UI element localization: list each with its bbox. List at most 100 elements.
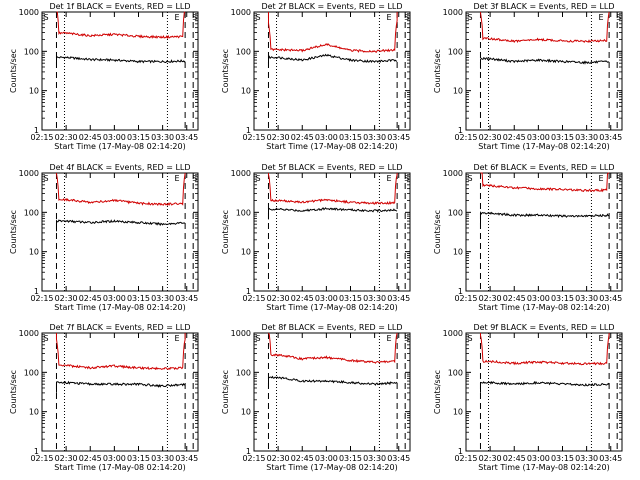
series-events-line bbox=[268, 207, 398, 220]
y-axis-label: Counts/sec bbox=[433, 370, 442, 414]
x-axis-label: Start Time (17-May-08 02:14:20) bbox=[478, 142, 609, 151]
x-tick-label: 02:15 bbox=[454, 294, 477, 303]
y-tick-label: 1 bbox=[246, 126, 251, 135]
x-axis-label: Start Time (17-May-08 02:14:20) bbox=[54, 303, 185, 312]
y-tick-label: 1000 bbox=[19, 8, 39, 17]
marker-s-end: S bbox=[192, 13, 197, 22]
y-tick-label: 10 bbox=[241, 87, 251, 96]
y-tick-label: 10 bbox=[453, 87, 463, 96]
detector-panel-9: Det 9f BLACK = Events, RED = LLD 1 10 100 10… bbox=[433, 323, 623, 472]
x-tick-label: 02:45 bbox=[79, 454, 102, 463]
marker-e: E bbox=[387, 13, 392, 22]
x-tick-label: 03:45 bbox=[175, 454, 198, 463]
y-tick-label: 1000 bbox=[443, 8, 463, 17]
y-tick-label: 1 bbox=[458, 447, 463, 456]
series-lld-line bbox=[56, 173, 186, 207]
y-tick-label: 1 bbox=[246, 447, 251, 456]
x-axis-label: Start Time (17-May-08 02:14:20) bbox=[54, 463, 185, 472]
marker-s-end: S bbox=[616, 334, 621, 343]
series-events-line bbox=[56, 56, 186, 68]
detector-panel-3: Det 3f BLACK = Events, RED = LLD 1 10 100 10… bbox=[433, 2, 623, 151]
x-tick-label: 02:45 bbox=[291, 454, 314, 463]
marker-s-start: S bbox=[255, 174, 260, 183]
series-lld-line bbox=[480, 11, 610, 44]
marker-s-start: S bbox=[255, 13, 260, 22]
x-tick-label: 03:30 bbox=[575, 294, 598, 303]
marker-e: E bbox=[175, 334, 180, 343]
x-tick-label: 03:00 bbox=[103, 294, 126, 303]
x-tick-label: 02:45 bbox=[291, 133, 314, 142]
x-tick-label: 03:00 bbox=[315, 294, 338, 303]
y-axis-label: Counts/sec bbox=[221, 49, 230, 93]
y-tick-label: 1 bbox=[34, 447, 39, 456]
series-events-line bbox=[268, 375, 398, 388]
x-tick-label: 02:15 bbox=[30, 454, 53, 463]
detector-panel-8: Det 8f BLACK = Events, RED = LLD 1 10 100 10… bbox=[221, 323, 411, 472]
x-tick-label: 03:30 bbox=[151, 133, 174, 142]
x-tick-label: 03:45 bbox=[599, 133, 622, 142]
x-axis-label: Start Time (17-May-08 02:14:20) bbox=[266, 142, 397, 151]
x-tick-label: 03:15 bbox=[127, 133, 150, 142]
panel-title: Det 9f BLACK = Events, RED = LLD bbox=[473, 323, 614, 332]
y-tick-label: 1000 bbox=[443, 329, 463, 338]
panel-title: Det 1f BLACK = Events, RED = LLD bbox=[49, 2, 190, 11]
y-tick-label: 1 bbox=[34, 287, 39, 296]
x-tick-label: 03:45 bbox=[387, 294, 410, 303]
y-tick-label: 100 bbox=[236, 368, 251, 377]
plot-frame bbox=[41, 172, 199, 292]
series-events-line bbox=[480, 211, 610, 224]
x-tick-label: 03:15 bbox=[339, 294, 362, 303]
x-tick-label: 02:15 bbox=[242, 133, 265, 142]
marker-s-end: S bbox=[192, 174, 197, 183]
y-tick-label: 10 bbox=[241, 408, 251, 417]
plot-frame bbox=[253, 172, 411, 292]
marker-s-end: S bbox=[616, 13, 621, 22]
plot-frame bbox=[465, 172, 623, 292]
plot-frame bbox=[465, 332, 623, 452]
x-tick-label: 03:00 bbox=[527, 294, 550, 303]
x-tick-label: 02:30 bbox=[55, 133, 78, 142]
x-tick-label: 02:30 bbox=[267, 294, 290, 303]
series-events-line bbox=[268, 53, 398, 68]
series-events-line bbox=[56, 219, 186, 232]
detector-panel-6: Det 6f BLACK = Events, RED = LLD 1 10 100 10… bbox=[433, 163, 623, 312]
y-tick-label: 1 bbox=[34, 126, 39, 135]
series-lld-line bbox=[268, 332, 398, 364]
x-tick-label: 03:15 bbox=[551, 294, 574, 303]
panel-title: Det 7f BLACK = Events, RED = LLD bbox=[49, 323, 190, 332]
y-tick-label: 100 bbox=[24, 208, 39, 217]
x-axis-label: Start Time (17-May-08 02:14:20) bbox=[266, 463, 397, 472]
y-tick-label: 10 bbox=[453, 408, 463, 417]
y-tick-label: 100 bbox=[236, 47, 251, 56]
x-tick-label: 02:30 bbox=[55, 454, 78, 463]
marker-e: E bbox=[599, 13, 604, 22]
series-lld-line bbox=[268, 173, 398, 205]
y-axis-label: Counts/sec bbox=[221, 210, 230, 254]
series-events-line bbox=[480, 380, 610, 393]
x-tick-label: 03:00 bbox=[527, 133, 550, 142]
x-tick-label: 02:15 bbox=[454, 133, 477, 142]
plot-frame bbox=[41, 11, 199, 131]
y-tick-label: 1000 bbox=[19, 169, 39, 178]
x-tick-label: 03:30 bbox=[151, 454, 174, 463]
x-tick-label: 02:45 bbox=[503, 133, 526, 142]
y-tick-label: 1000 bbox=[231, 169, 251, 178]
y-tick-label: 1000 bbox=[231, 329, 251, 338]
detector-panel-7: Det 7f BLACK = Events, RED = LLD 1 10 100 10… bbox=[9, 323, 199, 472]
x-tick-label: 02:15 bbox=[454, 454, 477, 463]
x-tick-label: 03:45 bbox=[175, 294, 198, 303]
marker-e: E bbox=[599, 174, 604, 183]
x-tick-label: 02:30 bbox=[479, 294, 502, 303]
y-tick-label: 100 bbox=[24, 368, 39, 377]
series-events-line bbox=[480, 57, 610, 69]
y-tick-label: 1 bbox=[246, 287, 251, 296]
series-events-line bbox=[56, 380, 186, 393]
x-axis-label: Start Time (17-May-08 02:14:20) bbox=[266, 303, 397, 312]
x-tick-label: 03:45 bbox=[175, 133, 198, 142]
x-tick-label: 02:15 bbox=[242, 454, 265, 463]
panel-title: Det 6f BLACK = Events, RED = LLD bbox=[473, 163, 614, 172]
x-tick-label: 03:15 bbox=[339, 454, 362, 463]
detector-panel-5: Det 5f BLACK = Events, RED = LLD 1 10 100 10… bbox=[221, 163, 411, 312]
x-tick-label: 03:30 bbox=[151, 294, 174, 303]
x-tick-label: 03:15 bbox=[551, 454, 574, 463]
